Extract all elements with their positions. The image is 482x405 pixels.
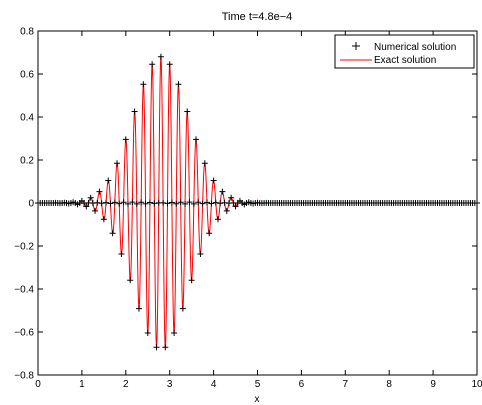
numerical-point [135, 305, 142, 312]
x-tick-label: 10 [471, 379, 482, 390]
numerical-point [223, 207, 230, 214]
numerical-point [87, 194, 94, 201]
numerical-point [175, 81, 182, 88]
numerical-point [168, 199, 175, 206]
numerical-point [142, 200, 149, 207]
numerical-point [153, 344, 160, 351]
numerical-point [208, 200, 215, 207]
numerical-point [109, 230, 116, 237]
numerical-point [206, 230, 213, 237]
legend-item-exact: Exact solution [340, 55, 436, 66]
numerical-point [129, 199, 136, 206]
legend-plus-marker [352, 42, 360, 50]
x-axis-ticks: 0 1 2 3 4 5 6 7 8 9 10 [35, 31, 482, 390]
numerical-point [162, 344, 169, 351]
x-tick-label: 8 [386, 379, 392, 390]
numerical-point [146, 199, 153, 206]
legend-label-numerical: Numerical solution [374, 42, 456, 53]
x-tick-label: 1 [79, 379, 85, 390]
numerical-point [232, 203, 239, 210]
numerical-point [94, 199, 101, 206]
numerical-point [188, 277, 195, 284]
numerical-point [120, 199, 127, 206]
numerical-point [131, 108, 138, 115]
numerical-point [195, 199, 202, 206]
numerical-point [107, 200, 114, 207]
numerical-point [179, 305, 186, 312]
numerical-point [214, 216, 221, 223]
y-tick-label: 0.2 [20, 156, 34, 167]
numerical-point [199, 200, 206, 207]
legend: Numerical solution Exact solution [334, 34, 475, 69]
y-tick-label: 0.6 [20, 70, 34, 81]
numerical-point [201, 160, 208, 167]
numerical-point [204, 199, 211, 206]
numerical-point [228, 194, 235, 201]
numerical-point [124, 200, 131, 207]
numerical-point [116, 200, 123, 207]
numerical-point [474, 200, 480, 206]
numerical-point [105, 177, 112, 184]
y-tick-label: 0.4 [20, 113, 34, 124]
numerical-point [193, 136, 200, 143]
numerical-point [140, 81, 147, 88]
x-tick-label: 5 [255, 379, 261, 390]
numerical-point [197, 250, 204, 257]
numerical-point [111, 199, 118, 206]
y-tick-label: −0.8 [14, 371, 34, 382]
numerical-point [173, 200, 180, 207]
numerical-point [184, 108, 191, 115]
y-tick-label: 0.8 [20, 27, 34, 38]
numerical-point [164, 200, 171, 207]
x-tick-label: 4 [211, 379, 217, 390]
numerical-point [103, 199, 110, 206]
x-tick-label: 0 [35, 379, 41, 390]
numerical-point [149, 61, 156, 68]
y-tick-label: −0.6 [14, 328, 34, 339]
numerical-point [144, 330, 151, 337]
numerical-point [96, 188, 103, 195]
numerical-point [171, 330, 178, 337]
numerical-point [177, 199, 184, 206]
numerical-point [98, 200, 105, 207]
numerical-point [118, 250, 125, 257]
numerical-point [127, 277, 134, 284]
numerical-point [114, 160, 121, 167]
y-tick-label: −0.4 [14, 285, 34, 296]
numerical-point [219, 188, 226, 195]
numerical-point [122, 136, 129, 143]
legend-box [334, 34, 475, 69]
plot-area [35, 53, 480, 351]
numerical-point [186, 199, 193, 206]
numerical-point [83, 203, 90, 210]
numerical-point [138, 199, 145, 206]
chart-title: Time t=4.8e−4 [222, 11, 293, 23]
numerical-point [182, 200, 189, 207]
numerical-point [133, 200, 140, 207]
x-tick-label: 3 [167, 379, 173, 390]
y-tick-label: −0.2 [14, 242, 34, 253]
y-tick-label: 0 [28, 199, 34, 210]
numerical-point [190, 200, 197, 207]
numerical-point [217, 200, 224, 207]
numerical-point [210, 177, 217, 184]
numerical-solution-markers [35, 53, 480, 351]
legend-label-exact: Exact solution [374, 55, 436, 66]
legend-item-numerical: Numerical solution [352, 42, 456, 53]
numerical-point [92, 207, 99, 214]
numerical-point [212, 199, 219, 206]
x-tick-label: 6 [299, 379, 305, 390]
numerical-point [157, 53, 164, 60]
x-tick-label: 7 [343, 379, 349, 390]
numerical-point [100, 216, 107, 223]
numerical-point [166, 61, 173, 68]
x-tick-label: 9 [430, 379, 436, 390]
x-tick-label: 2 [123, 379, 129, 390]
x-axis-label: x [255, 394, 260, 405]
